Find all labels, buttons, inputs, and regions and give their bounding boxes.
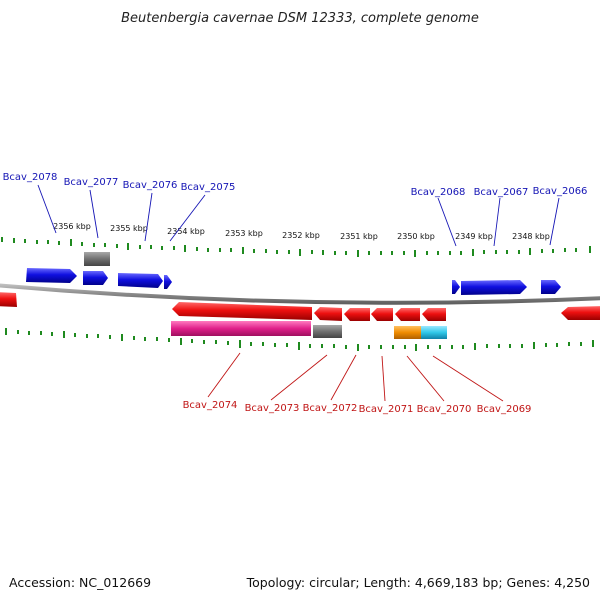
gene-arrow-forward[interactable] — [452, 280, 460, 294]
reverse-strand-features — [0, 292, 600, 339]
tick-label: 2355 kbp — [110, 224, 148, 233]
tick-label: 2350 kbp — [397, 232, 435, 241]
tick-label: 2352 kbp — [282, 231, 320, 240]
gene-arrow-forward[interactable] — [83, 271, 108, 285]
gene-label-bcav-2069[interactable]: Bcav_2069 — [477, 404, 532, 415]
gene-arrow-reverse[interactable] — [344, 308, 370, 321]
tick-label: 2349 kbp — [455, 232, 493, 241]
tick-label: 2356 kbp — [53, 222, 91, 231]
gene-arrow-reverse[interactable] — [172, 302, 312, 320]
lower-tick-row — [5, 328, 594, 351]
gene-label-bcav-2072[interactable]: Bcav_2072 — [303, 403, 358, 414]
genome-backbone — [0, 283, 600, 305]
gene-arrow-reverse[interactable] — [561, 306, 600, 320]
rna-feature-magenta[interactable] — [171, 321, 311, 336]
gene-label-bcav-2077[interactable]: Bcav_2077 — [64, 177, 119, 188]
gene-label-bcav-2078[interactable]: Bcav_2078 — [3, 172, 58, 183]
bottom-gene-labels: Bcav_2074 Bcav_2073 Bcav_2072 Bcav_2071 … — [183, 352, 532, 415]
gene-label-bcav-2075[interactable]: Bcav_2075 — [181, 182, 236, 193]
accession-text: Accession: NC_012669 — [9, 575, 151, 590]
gene-label-bcav-2070[interactable]: Bcav_2070 — [417, 404, 472, 415]
gene-arrow-reverse[interactable] — [0, 292, 17, 307]
scale-labels: 2356 kbp 2355 kbp 2354 kbp 2353 kbp 2352… — [53, 222, 550, 241]
gene-arrow-forward[interactable] — [541, 280, 561, 294]
rna-feature-gray[interactable] — [313, 325, 342, 338]
gene-label-bcav-2067[interactable]: Bcav_2067 — [474, 187, 529, 198]
genome-summary-text: Topology: circular; Length: 4,669,183 bp… — [246, 575, 590, 590]
gene-arrow-reverse[interactable] — [422, 308, 446, 321]
rna-feature-orange[interactable] — [394, 326, 421, 339]
gene-arrow-forward[interactable] — [461, 280, 527, 295]
gene-arrow-reverse[interactable] — [314, 307, 342, 321]
tick-label: 2348 kbp — [512, 232, 550, 241]
gene-arrow-reverse[interactable] — [395, 308, 420, 321]
gene-label-bcav-2076[interactable]: Bcav_2076 — [123, 180, 178, 191]
gene-label-bcav-2071[interactable]: Bcav_2071 — [359, 404, 414, 415]
gene-label-bcav-2074[interactable]: Bcav_2074 — [183, 400, 238, 411]
map-title: Beutenbergia cavernae DSM 12333, complet… — [121, 11, 479, 26]
gene-label-bcav-2073[interactable]: Bcav_2073 — [245, 403, 300, 414]
gene-arrow-forward[interactable] — [164, 275, 172, 289]
gene-label-bcav-2068[interactable]: Bcav_2068 — [411, 187, 466, 198]
top-gene-labels: Bcav_2078 Bcav_2077 Bcav_2076 Bcav_2075 … — [3, 172, 588, 247]
tick-label: 2354 kbp — [167, 227, 205, 236]
forward-strand-features — [26, 252, 561, 295]
tick-label: 2351 kbp — [340, 232, 378, 241]
rna-feature-cyan[interactable] — [421, 326, 447, 339]
gene-label-bcav-2066[interactable]: Bcav_2066 — [533, 186, 588, 197]
gene-arrow-reverse[interactable] — [371, 308, 393, 321]
tick-label: 2353 kbp — [225, 229, 263, 238]
upper-tick-row — [1, 237, 591, 257]
rna-feature-gray[interactable] — [84, 252, 110, 266]
gene-arrow-forward[interactable] — [26, 268, 77, 283]
gene-arrow-forward[interactable] — [118, 273, 163, 288]
